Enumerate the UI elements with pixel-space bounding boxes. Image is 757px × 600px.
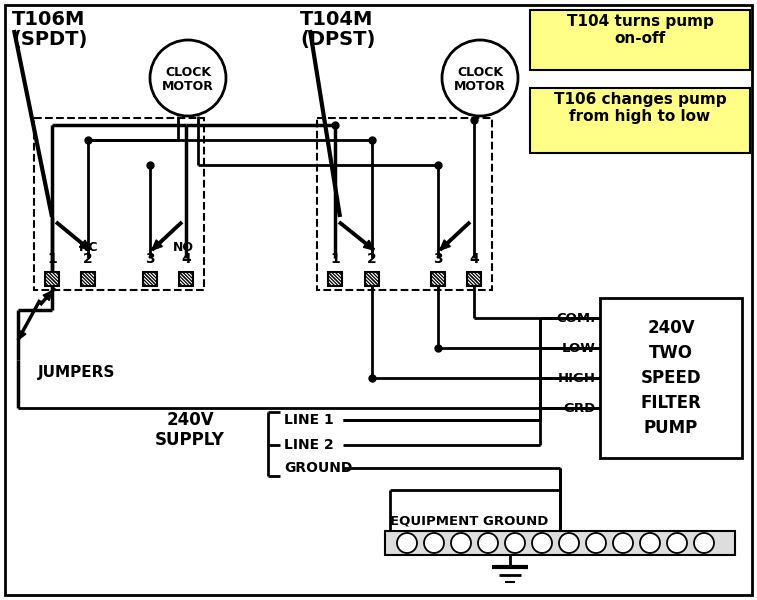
Text: GROUND: GROUND — [284, 461, 352, 475]
Circle shape — [586, 533, 606, 553]
Polygon shape — [152, 240, 163, 250]
Text: LOW: LOW — [562, 341, 596, 355]
Polygon shape — [440, 240, 450, 250]
Bar — [385, 531, 735, 555]
Bar — [81, 272, 95, 286]
Circle shape — [694, 533, 714, 553]
Text: LINE 2: LINE 2 — [284, 438, 334, 452]
Bar — [45, 272, 59, 286]
Bar — [179, 272, 193, 286]
Bar — [34, 118, 204, 290]
Bar — [365, 272, 379, 286]
Text: (SPDT): (SPDT) — [12, 30, 87, 49]
Text: HIGH: HIGH — [558, 371, 596, 385]
Circle shape — [424, 533, 444, 553]
Circle shape — [451, 533, 471, 553]
Text: 2: 2 — [367, 252, 377, 266]
Bar — [328, 272, 342, 286]
Text: 3: 3 — [145, 252, 155, 266]
Circle shape — [559, 533, 579, 553]
Polygon shape — [79, 240, 90, 250]
Text: T106 changes pump
from high to low: T106 changes pump from high to low — [553, 92, 726, 124]
Bar — [530, 10, 750, 70]
Text: COM.: COM. — [556, 311, 596, 325]
Text: 240V
SUPPLY: 240V SUPPLY — [155, 410, 225, 449]
Text: MOTOR: MOTOR — [454, 80, 506, 94]
Circle shape — [640, 533, 660, 553]
Circle shape — [150, 40, 226, 116]
Polygon shape — [18, 330, 26, 340]
Circle shape — [478, 533, 498, 553]
Text: 240V
TWO
SPEED
FILTER
PUMP: 240V TWO SPEED FILTER PUMP — [640, 319, 702, 437]
Text: T104M: T104M — [300, 10, 373, 29]
Circle shape — [442, 40, 518, 116]
Circle shape — [667, 533, 687, 553]
Circle shape — [397, 533, 417, 553]
Bar — [530, 88, 750, 153]
Text: LINE 1: LINE 1 — [284, 413, 334, 427]
Text: CLOCK: CLOCK — [165, 65, 211, 79]
Text: MOTOR: MOTOR — [162, 80, 214, 94]
Bar — [317, 118, 492, 290]
Circle shape — [613, 533, 633, 553]
Text: 1: 1 — [47, 252, 57, 266]
Circle shape — [532, 533, 552, 553]
Text: T104 turns pump
on-off: T104 turns pump on-off — [566, 14, 713, 46]
Text: NO: NO — [173, 241, 194, 254]
Polygon shape — [43, 291, 52, 301]
Text: EQUIPMENT GROUND: EQUIPMENT GROUND — [390, 514, 548, 527]
Polygon shape — [363, 240, 374, 250]
Bar — [143, 272, 157, 286]
Text: NC: NC — [79, 241, 98, 254]
Text: 3: 3 — [433, 252, 443, 266]
Text: 1: 1 — [330, 252, 340, 266]
Bar — [600, 298, 742, 458]
Circle shape — [505, 533, 525, 553]
Bar — [467, 272, 481, 286]
Text: 4: 4 — [469, 252, 479, 266]
Text: JUMPERS: JUMPERS — [38, 365, 115, 380]
Text: CLOCK: CLOCK — [457, 65, 503, 79]
Text: (DPST): (DPST) — [300, 30, 375, 49]
Text: 2: 2 — [83, 252, 93, 266]
Bar — [431, 272, 445, 286]
Text: T106M: T106M — [12, 10, 86, 29]
Text: 4: 4 — [181, 252, 191, 266]
Text: GRD: GRD — [564, 401, 596, 415]
